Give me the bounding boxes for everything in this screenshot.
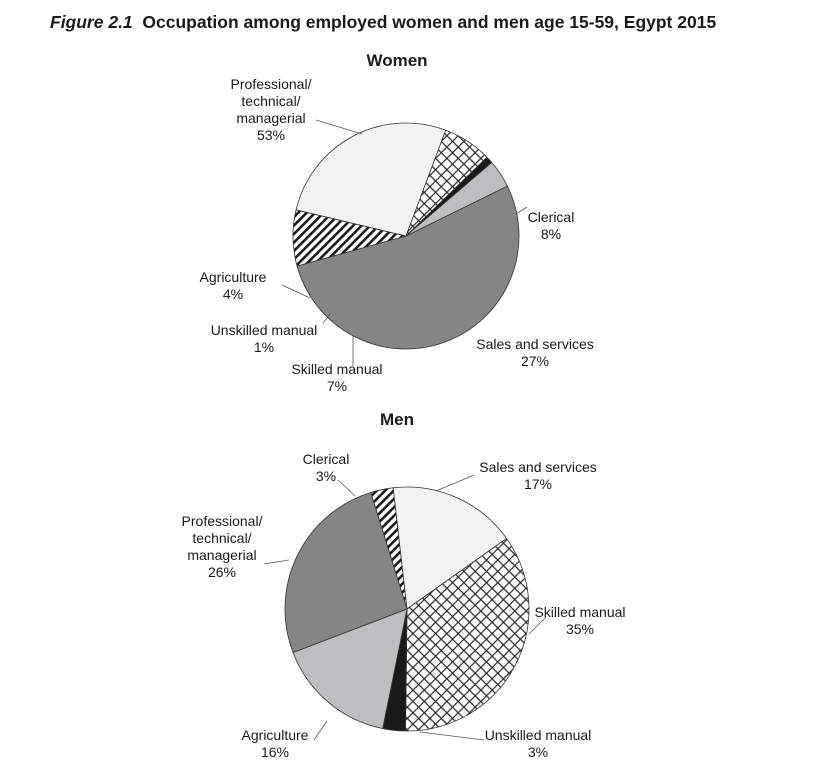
men-leader-unskilled-manual <box>419 731 485 741</box>
men-label-clerical: Clerical 3% <box>303 451 350 484</box>
women-chart-title: Women <box>366 51 427 70</box>
women-slice-sales-and-services <box>295 122 447 237</box>
men-chart-title: Men <box>380 410 414 429</box>
figure-title-text: Occupation among employed women and men … <box>142 12 717 32</box>
men-slice-agriculture <box>292 608 408 730</box>
men-slice-skilled-manual <box>405 537 530 732</box>
men-label-agriculture: Agriculture 16% <box>242 727 309 760</box>
figure-label: Figure 2.1 <box>50 12 133 32</box>
women-label-sales-and-services: Sales and services 27% <box>476 336 594 369</box>
women-label-unskilled-manual: Unskilled manual 1% <box>211 322 318 355</box>
men-leader-sales-and-services <box>435 474 475 492</box>
women-leader-agriculture <box>281 284 311 299</box>
men-leader-skilled-manual <box>528 616 547 635</box>
men-label-skilled-manual: Skilled manual 35% <box>534 604 625 637</box>
men-label-unskilled-manual: Unskilled manual 3% <box>485 727 592 760</box>
women-leader-clerical <box>515 206 528 215</box>
women-leader-professional-technical-managerial <box>315 119 363 135</box>
men-slice-professional-technical-managerial <box>284 492 408 654</box>
figure-title: Figure 2.1 Occupation among employed wom… <box>50 12 716 33</box>
women-leader-unskilled-manual <box>322 312 332 324</box>
women-label-skilled-manual: Skilled manual 7% <box>291 361 382 394</box>
men-label-professional-technical-managerial: Professional/technical/managerial 26% <box>182 513 263 580</box>
women-slice-agriculture <box>405 161 508 237</box>
women-label-clerical: Clerical 8% <box>528 209 575 242</box>
women-label-agriculture: Agriculture 4% <box>200 269 267 302</box>
women-slice-professional-technical-managerial <box>296 185 520 350</box>
men-label-sales-and-services: Sales and services 17% <box>479 459 597 492</box>
men-slice-sales-and-services <box>392 486 508 610</box>
women-label-professional-technical-managerial: Professional/technical/managerial 53% <box>231 76 312 143</box>
men-leader-clerical <box>337 479 356 497</box>
men-leader-professional-technical-managerial <box>263 559 290 565</box>
men-leader-agriculture <box>313 720 328 741</box>
